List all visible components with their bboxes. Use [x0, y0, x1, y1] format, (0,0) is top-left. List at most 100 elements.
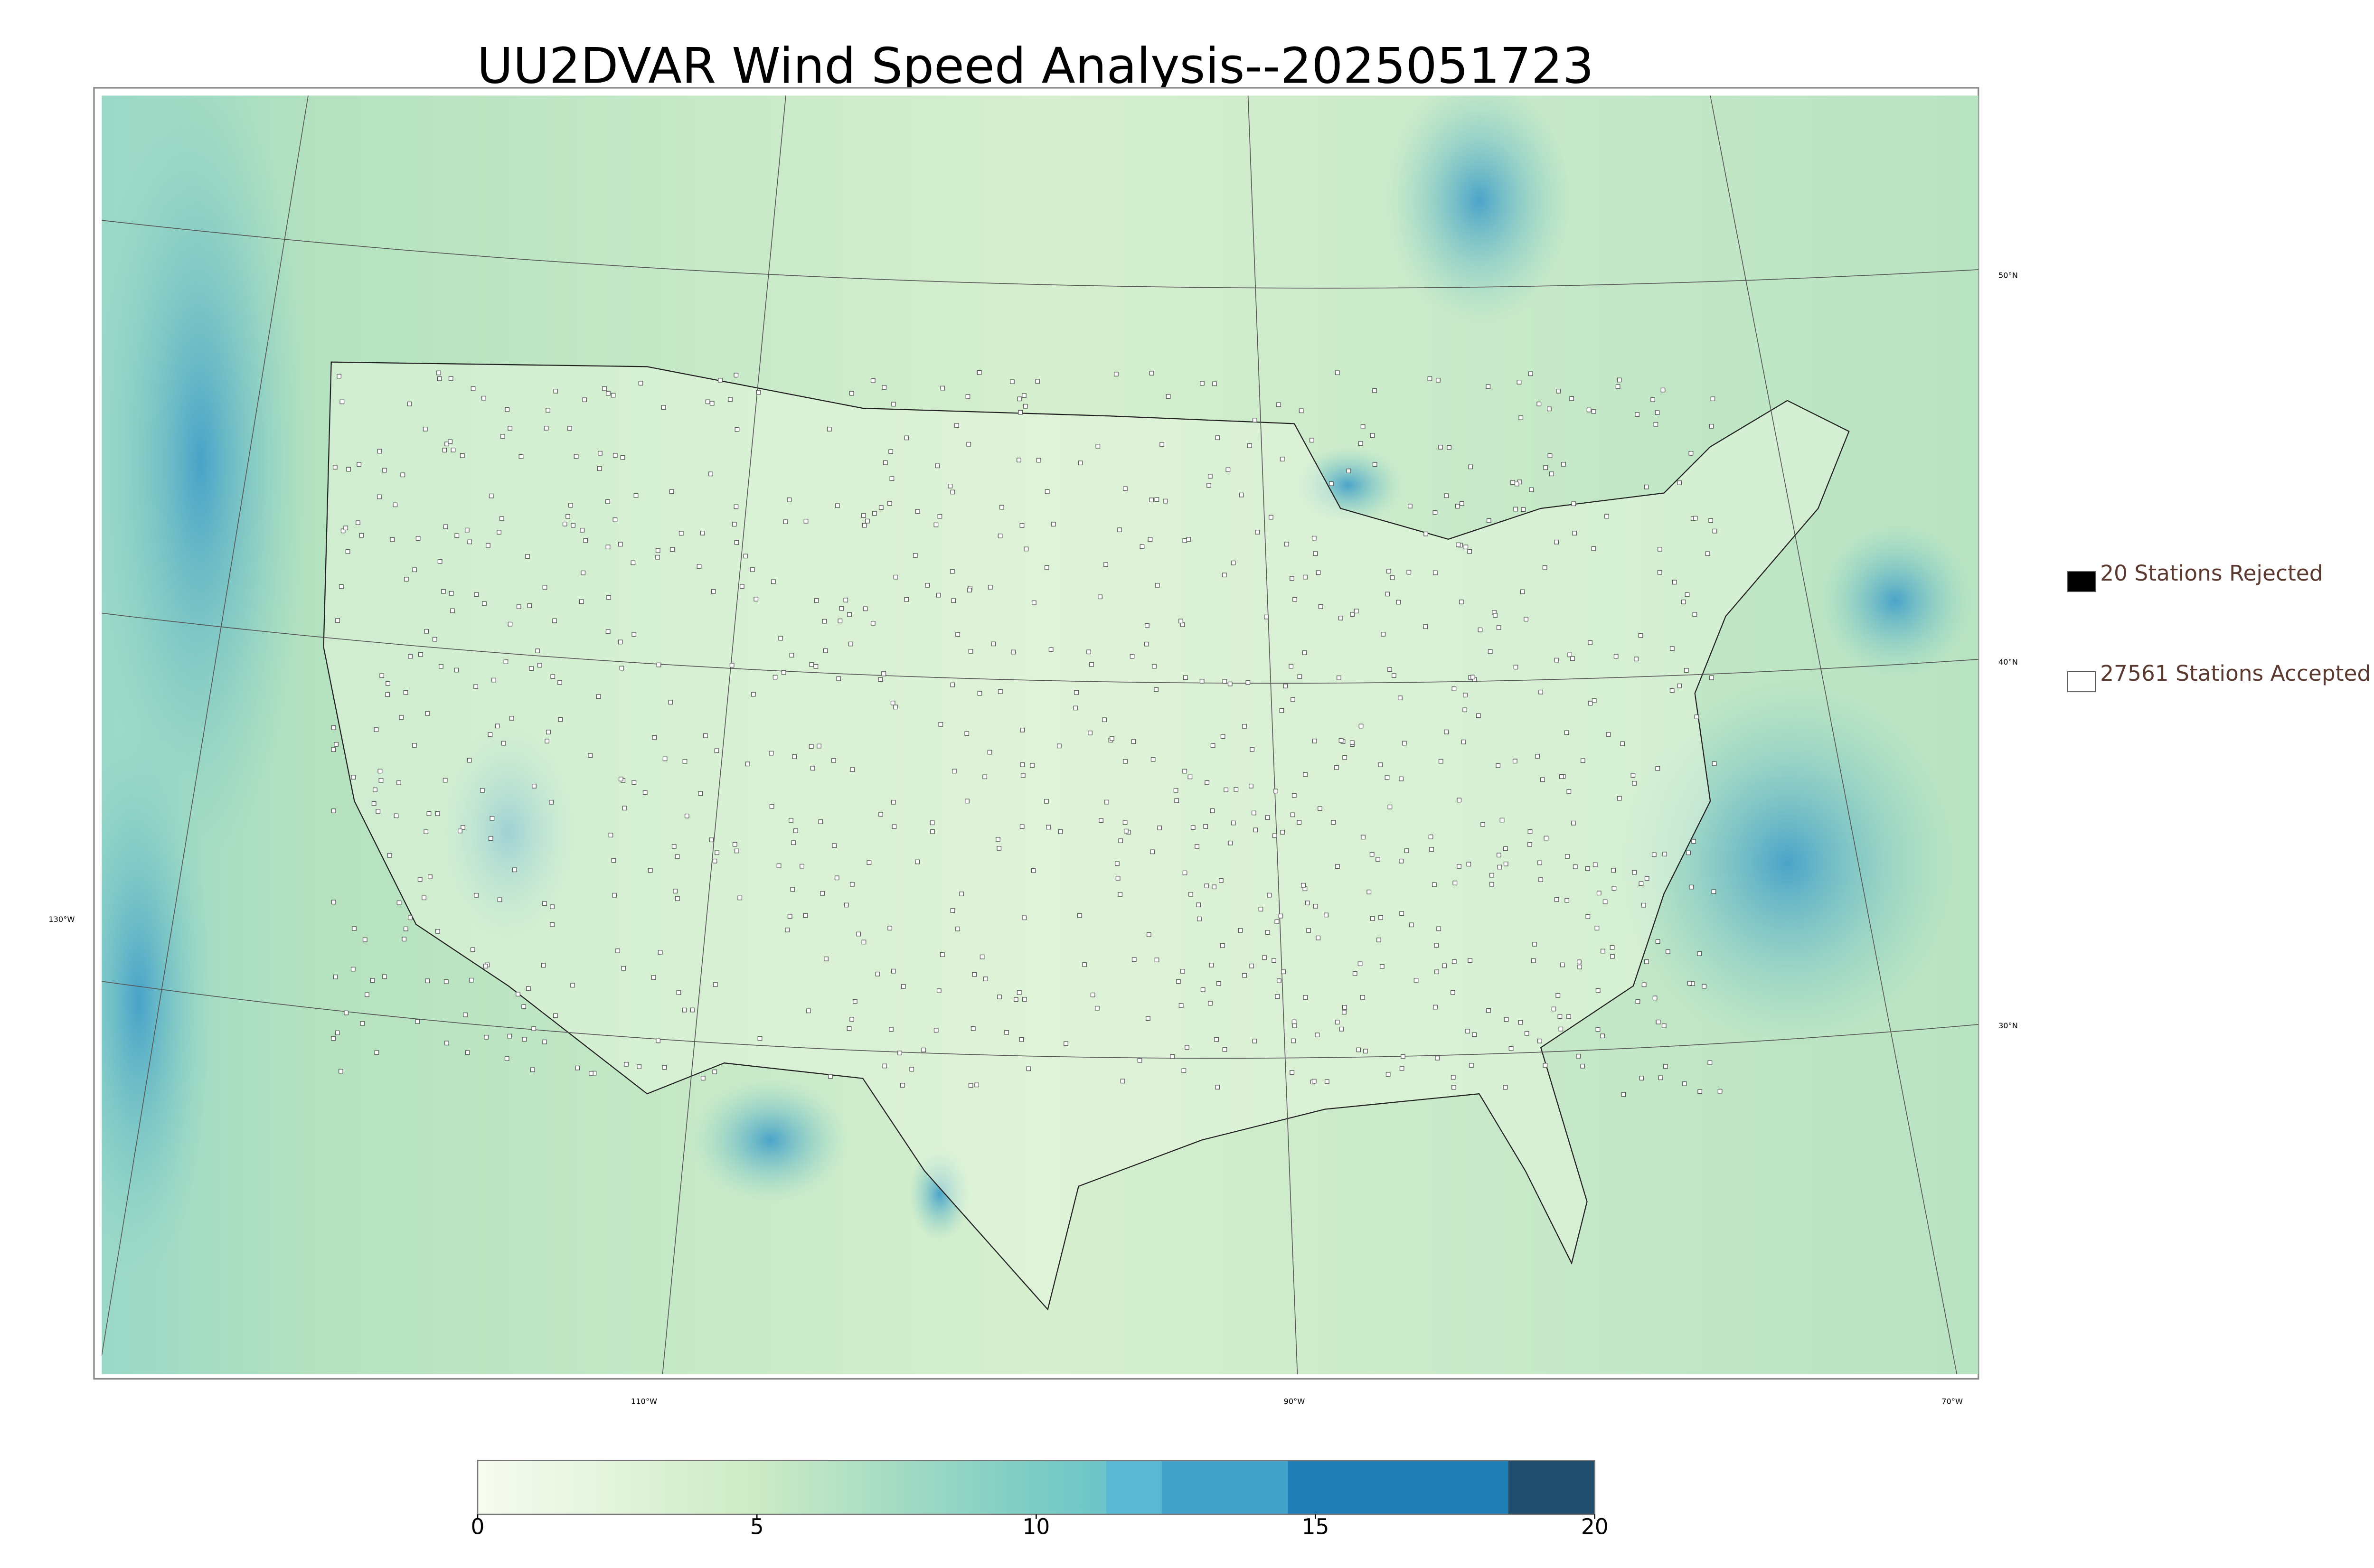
station	[1044, 565, 1049, 570]
station	[870, 378, 876, 383]
station	[458, 828, 462, 834]
station	[936, 988, 942, 993]
station	[838, 619, 843, 623]
station	[1253, 827, 1258, 833]
station	[339, 584, 344, 589]
station	[495, 723, 500, 729]
station	[655, 548, 660, 553]
station	[968, 649, 973, 654]
station	[1222, 679, 1227, 684]
station	[1399, 858, 1404, 864]
station	[878, 677, 883, 682]
station	[1459, 600, 1464, 604]
station	[386, 681, 390, 686]
station	[350, 967, 356, 972]
station	[509, 716, 514, 721]
station	[1658, 546, 1662, 552]
station	[757, 1036, 763, 1041]
station	[925, 582, 930, 588]
station	[1346, 469, 1351, 473]
station	[1385, 592, 1390, 597]
station	[751, 692, 756, 697]
station	[1186, 537, 1191, 542]
station	[1682, 1081, 1687, 1086]
station	[1209, 963, 1214, 967]
station	[1661, 1023, 1667, 1028]
station	[1386, 569, 1391, 574]
station	[656, 662, 661, 667]
station	[396, 900, 402, 905]
station	[1555, 993, 1561, 998]
station	[1433, 1005, 1438, 1010]
station	[448, 439, 453, 444]
station	[1283, 684, 1288, 688]
station	[709, 401, 715, 406]
station	[1311, 1079, 1317, 1084]
station	[1197, 916, 1202, 921]
station	[1280, 457, 1285, 461]
station	[1486, 1008, 1491, 1013]
station	[605, 499, 610, 504]
colorbar-tick-label: 0	[471, 1514, 485, 1540]
station	[718, 377, 723, 383]
station	[998, 689, 1003, 694]
station	[1166, 394, 1171, 399]
station	[1095, 1005, 1100, 1011]
colorbar-band	[1287, 1460, 1508, 1515]
station	[1357, 961, 1363, 967]
station	[904, 435, 909, 441]
station	[507, 1033, 512, 1039]
title: UU2DVAR Wind Speed Analysis--2025051723	[477, 38, 1594, 94]
station	[1650, 397, 1655, 402]
station	[1543, 1063, 1548, 1068]
legend-swatch	[2067, 571, 2096, 592]
station	[897, 1051, 902, 1055]
station	[732, 522, 737, 527]
station	[891, 968, 896, 974]
station	[480, 788, 485, 793]
station	[531, 1026, 537, 1031]
station	[1712, 528, 1717, 534]
station	[1655, 410, 1660, 415]
station	[424, 829, 429, 835]
station	[1249, 783, 1253, 789]
station	[1620, 741, 1625, 746]
station	[387, 853, 392, 858]
station	[412, 567, 417, 573]
station	[820, 891, 825, 896]
station	[1356, 1047, 1361, 1052]
station	[1527, 842, 1532, 847]
station	[378, 778, 384, 783]
colorbar-band	[1162, 1460, 1288, 1515]
station	[848, 641, 853, 647]
station	[728, 397, 733, 402]
station	[464, 527, 470, 533]
station	[542, 901, 547, 906]
station	[1264, 614, 1269, 620]
station	[1031, 600, 1036, 605]
station	[1399, 776, 1404, 781]
station	[1178, 1003, 1184, 1008]
colorbar-tick-label: 20	[1581, 1514, 1609, 1540]
station	[473, 684, 478, 689]
station	[734, 540, 739, 545]
station	[605, 545, 611, 550]
station	[1098, 594, 1102, 600]
station	[439, 664, 443, 669]
station	[1635, 999, 1640, 1004]
station	[1429, 847, 1434, 852]
station	[1255, 530, 1260, 535]
station	[865, 518, 870, 524]
station	[852, 999, 857, 1004]
station	[1181, 1068, 1187, 1073]
station	[1524, 617, 1528, 622]
station	[382, 468, 387, 473]
stations	[331, 370, 1723, 1097]
station	[1496, 763, 1501, 768]
lat-label: 40°N	[1998, 657, 2018, 667]
station	[1022, 915, 1027, 920]
station	[357, 462, 362, 467]
station	[965, 394, 970, 399]
station	[1150, 849, 1155, 854]
station	[1350, 612, 1355, 617]
